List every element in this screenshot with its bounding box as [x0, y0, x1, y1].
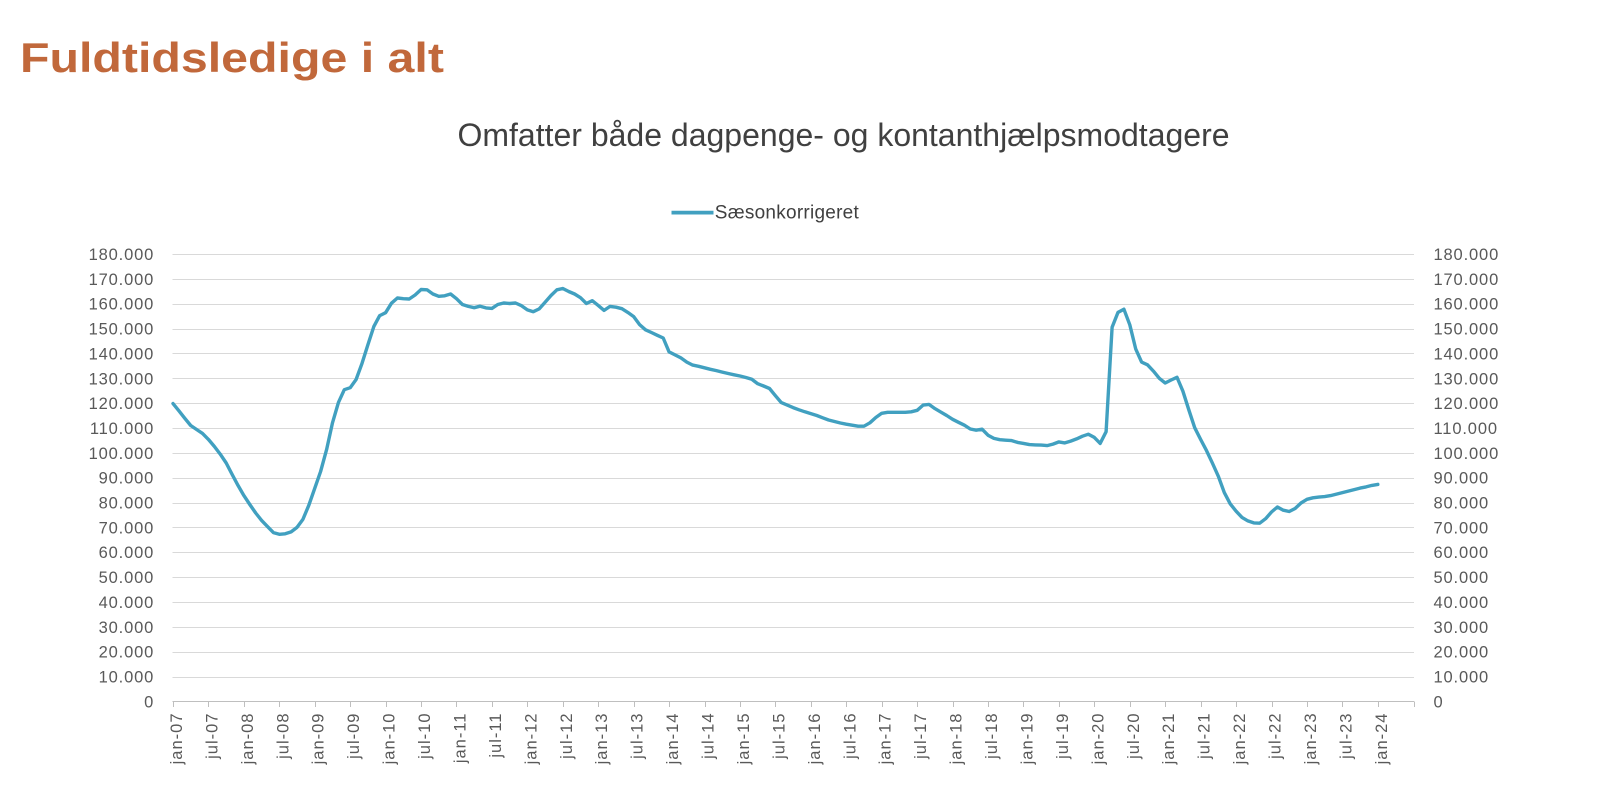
svg-text:jul-09: jul-09 — [345, 713, 363, 760]
svg-text:80.000: 80.000 — [99, 495, 155, 513]
svg-text:130.000: 130.000 — [89, 370, 155, 388]
svg-text:170.000: 170.000 — [1434, 271, 1500, 289]
svg-text:90.000: 90.000 — [99, 470, 155, 488]
svg-text:jan-11: jan-11 — [452, 713, 470, 765]
svg-text:140.000: 140.000 — [1434, 345, 1500, 363]
svg-text:160.000: 160.000 — [89, 296, 155, 314]
svg-text:40.000: 40.000 — [1434, 594, 1490, 612]
svg-text:50.000: 50.000 — [1434, 569, 1490, 587]
svg-text:180.000: 180.000 — [1434, 246, 1500, 264]
svg-text:jan-16: jan-16 — [806, 713, 824, 766]
svg-text:jan-23: jan-23 — [1302, 713, 1320, 766]
svg-text:jan-20: jan-20 — [1089, 713, 1107, 766]
svg-text:160.000: 160.000 — [1434, 296, 1500, 314]
svg-text:120.000: 120.000 — [89, 395, 155, 413]
svg-text:jan-08: jan-08 — [239, 713, 257, 766]
svg-text:jul-19: jul-19 — [1054, 713, 1072, 760]
svg-text:jan-09: jan-09 — [310, 713, 328, 766]
svg-text:jul-13: jul-13 — [629, 713, 647, 760]
svg-text:jan-07: jan-07 — [168, 713, 186, 766]
svg-text:jan-24: jan-24 — [1373, 713, 1391, 766]
svg-text:100.000: 100.000 — [1434, 445, 1500, 463]
svg-text:jul-07: jul-07 — [203, 713, 221, 760]
svg-text:70.000: 70.000 — [99, 519, 155, 537]
svg-text:jul-21: jul-21 — [1196, 713, 1214, 760]
svg-text:170.000: 170.000 — [89, 271, 155, 289]
svg-text:Sæsonkorrigeret: Sæsonkorrigeret — [715, 202, 860, 223]
svg-text:10.000: 10.000 — [99, 669, 155, 687]
svg-text:140.000: 140.000 — [89, 345, 155, 363]
svg-text:jan-19: jan-19 — [1019, 713, 1037, 766]
svg-text:40.000: 40.000 — [99, 594, 155, 612]
svg-text:70.000: 70.000 — [1434, 519, 1490, 537]
svg-text:jul-08: jul-08 — [274, 713, 292, 760]
svg-text:180.000: 180.000 — [89, 246, 155, 264]
svg-text:Fuldtidsledige i alt: Fuldtidsledige i alt — [20, 34, 444, 81]
svg-text:Omfatter både dagpenge- og kon: Omfatter både dagpenge- og kontanthjælps… — [457, 117, 1229, 153]
svg-text:50.000: 50.000 — [99, 569, 155, 587]
svg-text:30.000: 30.000 — [1434, 619, 1490, 637]
svg-text:110.000: 110.000 — [90, 420, 154, 438]
svg-text:150.000: 150.000 — [1434, 321, 1500, 339]
svg-text:jul-23: jul-23 — [1337, 713, 1355, 760]
svg-text:110.000: 110.000 — [1434, 420, 1498, 438]
svg-text:jul-11: jul-11 — [487, 713, 505, 759]
svg-text:jul-14: jul-14 — [700, 713, 718, 760]
svg-text:jan-22: jan-22 — [1231, 713, 1249, 766]
svg-text:20.000: 20.000 — [99, 644, 155, 662]
svg-text:60.000: 60.000 — [99, 544, 155, 562]
svg-text:90.000: 90.000 — [1434, 470, 1490, 488]
svg-text:80.000: 80.000 — [1434, 495, 1490, 513]
svg-text:60.000: 60.000 — [1434, 544, 1490, 562]
svg-text:jan-13: jan-13 — [593, 713, 611, 766]
svg-text:130.000: 130.000 — [1434, 370, 1500, 388]
svg-text:jul-10: jul-10 — [416, 713, 434, 760]
svg-text:0: 0 — [1434, 693, 1444, 711]
svg-text:jan-15: jan-15 — [735, 713, 753, 766]
svg-text:jan-14: jan-14 — [664, 713, 682, 766]
svg-text:jan-21: jan-21 — [1160, 713, 1178, 766]
svg-text:100.000: 100.000 — [89, 445, 155, 463]
svg-text:jul-15: jul-15 — [770, 713, 788, 760]
svg-text:30.000: 30.000 — [99, 619, 155, 637]
svg-text:jul-18: jul-18 — [983, 713, 1001, 760]
svg-text:jul-12: jul-12 — [558, 713, 576, 760]
svg-text:jul-17: jul-17 — [912, 713, 930, 760]
svg-text:jul-22: jul-22 — [1267, 713, 1285, 760]
svg-text:jan-18: jan-18 — [948, 713, 966, 766]
svg-text:20.000: 20.000 — [1434, 644, 1490, 662]
svg-text:150.000: 150.000 — [89, 321, 155, 339]
svg-text:120.000: 120.000 — [1434, 395, 1500, 413]
svg-text:jan-10: jan-10 — [381, 713, 399, 766]
svg-text:0: 0 — [144, 693, 154, 711]
svg-text:jul-16: jul-16 — [841, 713, 859, 760]
svg-text:jul-20: jul-20 — [1125, 713, 1143, 760]
svg-text:10.000: 10.000 — [1434, 669, 1490, 687]
svg-text:jan-12: jan-12 — [522, 713, 540, 766]
svg-text:jan-17: jan-17 — [877, 713, 895, 766]
